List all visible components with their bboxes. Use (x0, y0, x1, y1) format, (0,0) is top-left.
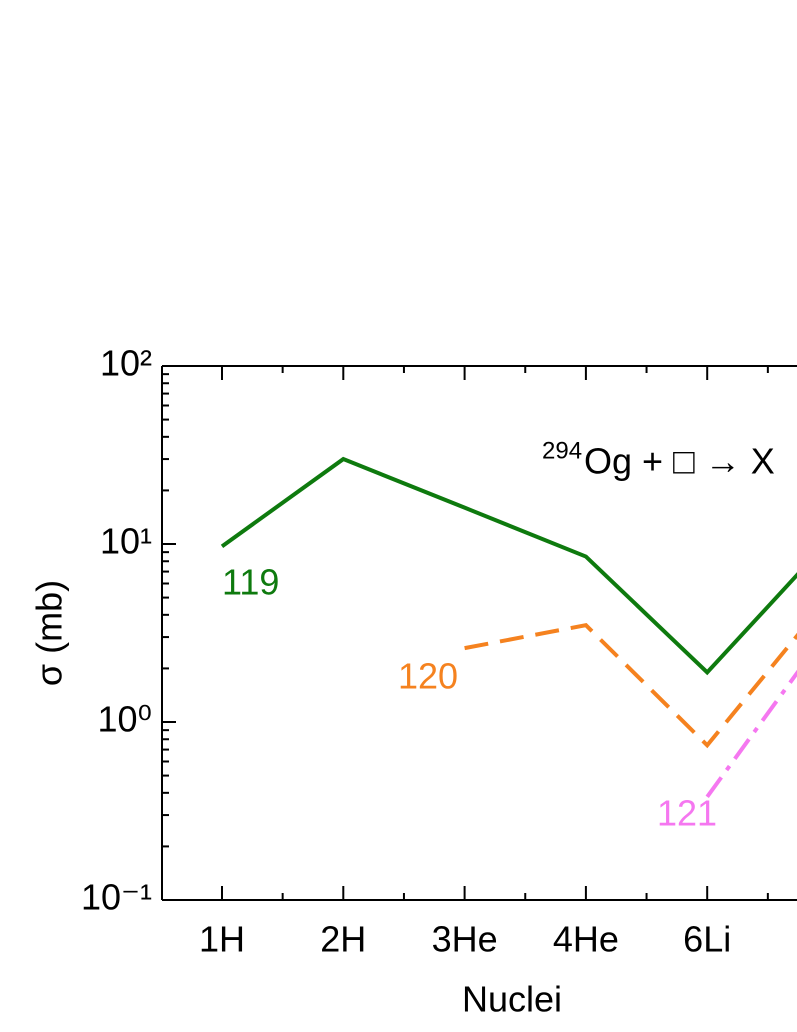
series-label: 121 (657, 793, 717, 834)
y-tick-label: 10² (100, 343, 152, 384)
x-tick-label: 1H (199, 919, 245, 960)
annotation-superscript: 294 (542, 437, 582, 464)
x-tick-label: 3He (432, 919, 498, 960)
x-axis-label: Nuclei (462, 979, 562, 1020)
series-line (220, 456, 797, 676)
series-line (464, 622, 797, 749)
y-axis-label: σ (mb) (29, 580, 70, 686)
series-label: 120 (398, 656, 458, 697)
annotation: Og + □ → X (584, 441, 775, 482)
y-tick-label: 10⁻¹ (81, 877, 152, 918)
y-tick-label: 10¹ (100, 521, 152, 562)
y-tick-label: 10⁰ (98, 699, 152, 740)
x-tick-label: 4He (553, 919, 619, 960)
series-label: 119 (222, 562, 279, 603)
x-tick-label: 6Li (683, 919, 731, 960)
x-tick-label: 2H (320, 919, 366, 960)
series-line (705, 669, 797, 798)
